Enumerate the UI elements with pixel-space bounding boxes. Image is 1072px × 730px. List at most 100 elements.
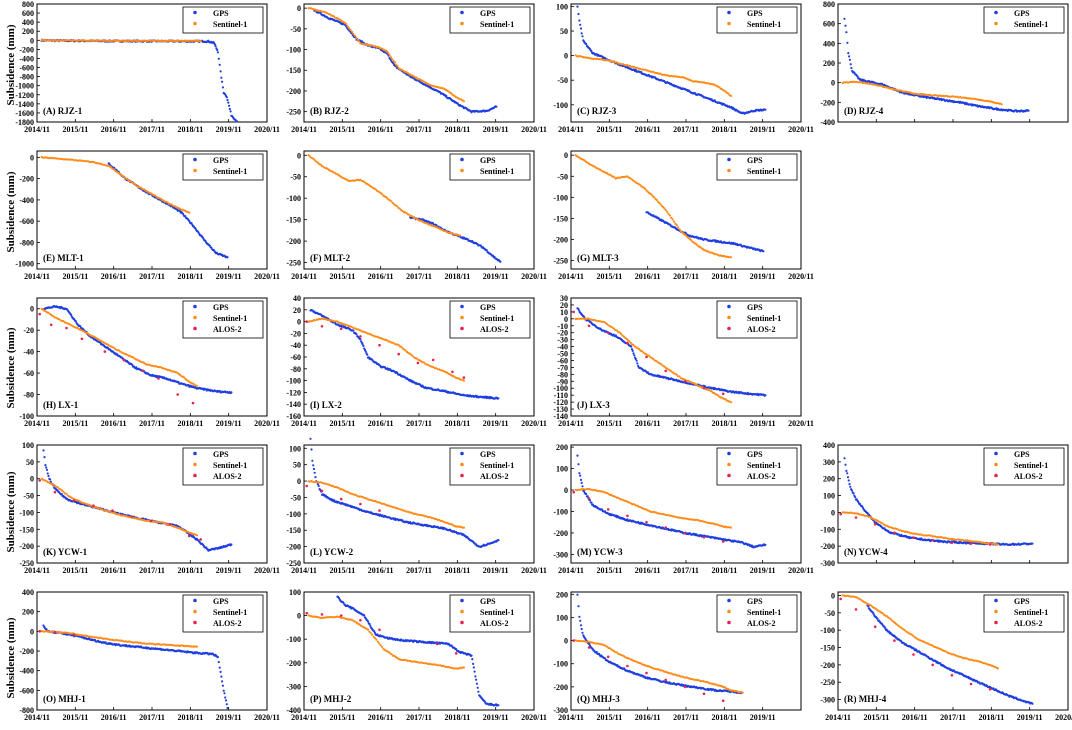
data-point (226, 98, 229, 102)
legend-marker (727, 451, 731, 456)
y-tick-label: -250 (286, 259, 301, 268)
data-point (111, 509, 114, 512)
y-tick-label: -200 (286, 543, 301, 552)
panel-title: (I) LX-2 (310, 400, 342, 410)
data-point (216, 51, 219, 54)
x-tick-label: 2014/11 (558, 566, 584, 575)
x-tick-label: 2016/11 (368, 272, 394, 281)
data-point (228, 104, 231, 107)
y-tick-label: -200 (19, 175, 34, 184)
series-s1 (307, 154, 462, 237)
x-tick-label: 2017/11 (139, 419, 165, 428)
y-tick-label: 40 (293, 294, 301, 303)
legend-marker (193, 451, 197, 456)
data-point (378, 343, 381, 347)
data-point (580, 481, 583, 484)
data-point (683, 380, 687, 383)
data-point (219, 70, 222, 73)
ylabel-row-5: Subsidence (mm) (5, 617, 17, 698)
data-point (352, 32, 355, 35)
y-tick-label: -40 (290, 341, 301, 350)
series-gps (645, 211, 765, 253)
data-point (849, 63, 852, 66)
y-tick-label: -50 (290, 493, 301, 502)
data-point (386, 50, 389, 53)
x-tick-label: 2018/11 (711, 272, 737, 281)
x-tick-label: 2020/11 (788, 566, 814, 575)
legend-label-gps: GPS (480, 9, 496, 18)
data-point (636, 362, 639, 365)
legend-label-s1: Sentinel-1 (213, 167, 247, 176)
x-tick-label: 2018/11 (444, 566, 470, 575)
x-tick-label: 2019/11 (483, 125, 509, 134)
data-point (199, 538, 202, 541)
data-point (391, 58, 394, 61)
legend-label-gps: GPS (213, 303, 229, 312)
x-tick-label: 2014/11 (558, 419, 584, 428)
y-tick-label: -80 (290, 365, 301, 374)
y-tick-label: 50 (293, 461, 301, 470)
series-s1 (307, 7, 465, 103)
data-point (355, 333, 358, 336)
y-tick-label: 100 (556, 465, 568, 474)
legend-marker (727, 168, 731, 173)
panel-title: (G) MLT-3 (577, 253, 619, 263)
legend-label-alos: ALOS-2 (213, 325, 241, 334)
x-tick-label: 2017/11 (139, 272, 165, 281)
data-point (230, 543, 233, 546)
y-tick-label: -1000 (15, 82, 34, 91)
data-point (462, 376, 466, 379)
legend-label-gps: GPS (480, 450, 496, 459)
data-point (845, 31, 848, 34)
legend-label-alos: ALOS-2 (213, 472, 241, 481)
legend-label-gps: GPS (213, 450, 229, 459)
x-tick-label: 2015/11 (62, 566, 88, 575)
legend-marker (727, 315, 731, 320)
data-point (320, 325, 324, 328)
data-point (389, 56, 393, 59)
data-point (721, 540, 725, 543)
legend-marker (460, 168, 464, 173)
y-tick-label: -20 (290, 329, 301, 338)
x-tick-label: 2020/11 (521, 125, 547, 134)
y-tick-label: 400 (823, 39, 835, 48)
legend-label-gps: GPS (480, 156, 496, 165)
y-tick-label: 200 (22, 27, 34, 36)
data-point (357, 40, 361, 43)
data-point (645, 355, 648, 359)
data-point (345, 23, 348, 26)
x-tick-label: 2014/11 (291, 419, 317, 428)
x-tick-label: 2020/11 (788, 272, 814, 281)
panel-J: 3020100-10-20-30-40-50-60-70-80-90-100-1… (553, 294, 814, 428)
data-point (702, 536, 706, 539)
data-point (672, 220, 676, 223)
x-tick-label: 2016/11 (368, 125, 394, 134)
panel-title: (K) YCW-1 (43, 547, 88, 557)
series-s1 (40, 477, 198, 537)
data-point (671, 218, 674, 221)
y-tick-label: -200 (19, 45, 34, 54)
x-tick-label: 2019/11 (483, 272, 509, 281)
panel-title: (A) RJZ-1 (43, 106, 83, 116)
y-tick-label: 0 (831, 79, 835, 88)
x-tick-label: 2014/11 (291, 566, 317, 575)
data-point (579, 23, 582, 26)
data-point (45, 468, 49, 471)
data-point (226, 256, 229, 259)
data-point (103, 350, 107, 353)
data-point (314, 476, 317, 479)
x-tick-label: 2019/11 (216, 419, 242, 428)
x-tick-label: 2020/11 (254, 419, 280, 428)
x-tick-label: 2019/11 (216, 125, 242, 134)
x-tick-label: 2014/11 (24, 272, 50, 281)
y-tick-label: -50 (557, 172, 568, 181)
data-point (309, 437, 312, 440)
